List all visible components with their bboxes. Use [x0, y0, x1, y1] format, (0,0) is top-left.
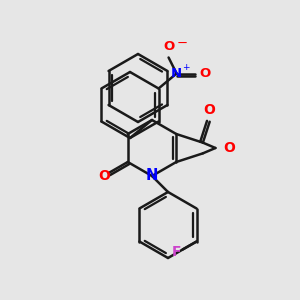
Text: N: N [171, 67, 182, 80]
Text: O: O [204, 103, 216, 117]
Text: −: − [177, 37, 188, 50]
Text: O: O [200, 67, 211, 80]
Text: O: O [98, 169, 110, 182]
Text: O: O [163, 40, 174, 52]
Text: N: N [146, 169, 158, 184]
Text: F: F [172, 244, 181, 259]
Text: +: + [182, 62, 189, 71]
Text: O: O [224, 141, 235, 155]
